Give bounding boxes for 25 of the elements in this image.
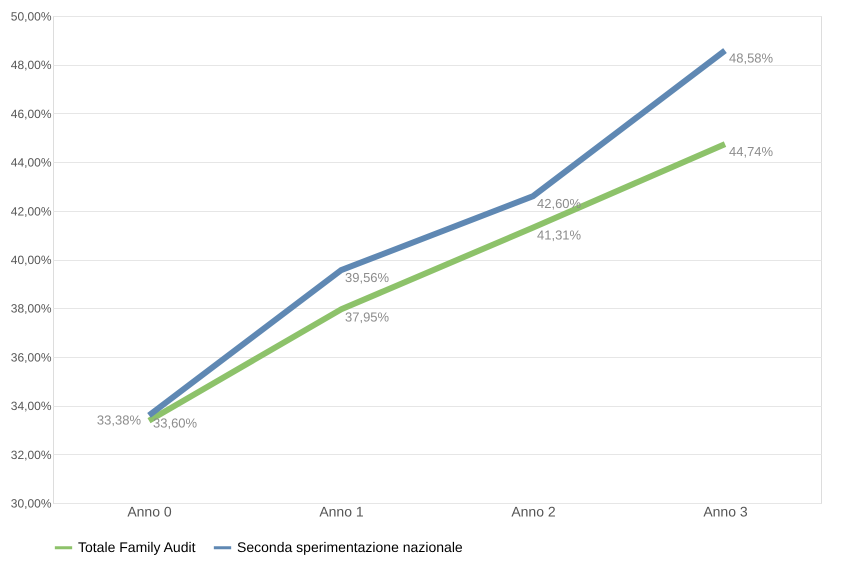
x-tick-label: Anno 1 <box>319 504 364 520</box>
y-tick-label: 32,00% <box>10 448 52 462</box>
y-tick-label: 48,00% <box>10 58 52 72</box>
data-label: 33,60% <box>153 415 198 430</box>
legend-label: Totale Family Audit <box>78 538 196 555</box>
y-tick-label: 44,00% <box>10 156 52 170</box>
y-tick-label: 42,00% <box>10 204 52 218</box>
data-label: 41,31% <box>537 228 582 243</box>
legend-label: Seconda sperimentazione nazionale <box>237 538 463 555</box>
data-label: 42,60% <box>537 196 582 212</box>
data-label: 44,74% <box>729 144 774 160</box>
y-tick-label: 46,00% <box>10 106 52 121</box>
data-label: 37,95% <box>345 309 390 324</box>
y-tick-label: 38,00% <box>10 302 52 316</box>
data-label: 33,38% <box>96 412 142 428</box>
y-tick-label: 36,00% <box>10 350 52 364</box>
x-tick-label: Anno 3 <box>703 504 748 520</box>
data-label: 39,56% <box>345 270 390 286</box>
y-tick-label: 50,00% <box>10 10 52 24</box>
y-tick-label: 40,00% <box>10 253 52 267</box>
y-tick-label: 30,00% <box>10 496 52 510</box>
y-tick-label: 34,00% <box>10 399 52 414</box>
x-tick-label: Anno 0 <box>127 504 172 520</box>
x-tick-label: Anno 2 <box>511 504 556 520</box>
data-label: 48,58% <box>729 50 774 66</box>
